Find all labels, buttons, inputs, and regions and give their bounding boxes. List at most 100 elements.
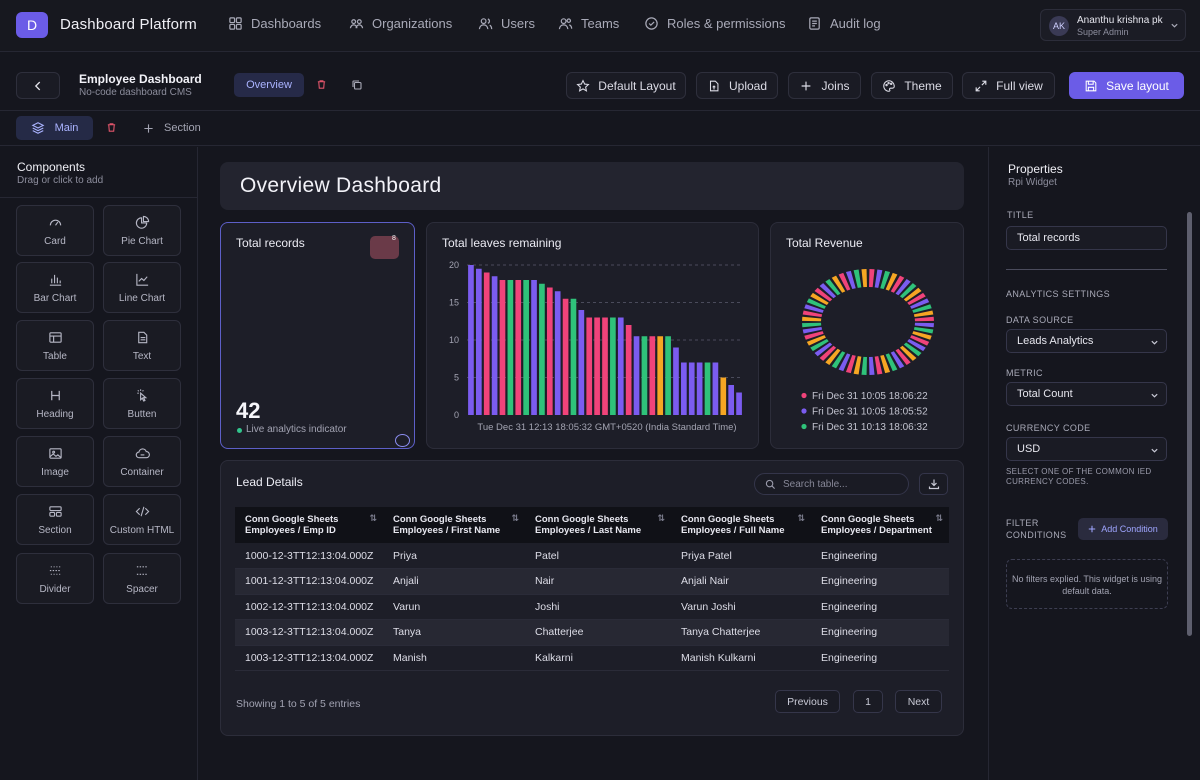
donut-slice[interactable]: [880, 270, 891, 290]
bar[interactable]: [704, 362, 711, 416]
nav-roles-permissions[interactable]: Roles & permissions: [644, 16, 786, 31]
section-tab-main[interactable]: Main: [16, 116, 93, 140]
component-bar-chart[interactable]: Bar Chart: [16, 262, 94, 313]
donut-slice[interactable]: [831, 275, 846, 293]
bar[interactable]: [625, 325, 632, 415]
donut-slice[interactable]: [890, 275, 905, 293]
nav-audit-log[interactable]: Audit log: [807, 16, 881, 31]
bar[interactable]: [515, 280, 522, 415]
bar[interactable]: [578, 310, 585, 415]
bar[interactable]: [657, 336, 664, 415]
table-row[interactable]: 1003-12-3TT12:13:04.000Z Tanya Chatterje…: [235, 619, 949, 646]
column-header[interactable]: ⇅ Conn Google Sheets Employees / Departmen…: [811, 507, 949, 543]
donut-slice[interactable]: [907, 292, 926, 306]
bar[interactable]: [523, 280, 529, 415]
component-button[interactable]: Butten: [103, 378, 181, 429]
bar[interactable]: [507, 280, 514, 415]
component-section[interactable]: Section: [16, 494, 94, 545]
donut-slice[interactable]: [802, 316, 822, 322]
nav-teams[interactable]: Teams: [558, 16, 619, 31]
donut-slice[interactable]: [914, 322, 934, 328]
nav-dashboards[interactable]: Dashboards: [228, 16, 321, 31]
default-layout-button[interactable]: Default Layout: [566, 72, 686, 99]
bar[interactable]: [633, 336, 640, 415]
back-button[interactable]: [16, 72, 60, 99]
bar[interactable]: [610, 317, 616, 416]
bar[interactable]: [531, 280, 537, 415]
donut-slice[interactable]: [831, 351, 846, 369]
donut-slice[interactable]: [802, 310, 823, 318]
donut-slice[interactable]: [890, 351, 905, 369]
data-source-select[interactable]: Leads Analytics: [1006, 329, 1167, 353]
bar[interactable]: [594, 317, 600, 416]
sort-icon[interactable]: ⇅: [369, 513, 377, 523]
component-heading[interactable]: Heading: [16, 378, 94, 429]
table-row[interactable]: 1001-12-3TT12:13:04.000Z Anjali Nair Anj…: [235, 568, 949, 595]
column-header[interactable]: ⇅ Conn Google Sheets Employees / Emp ID: [235, 507, 383, 543]
page-number-button[interactable]: 1: [853, 690, 883, 713]
bar[interactable]: [602, 317, 608, 416]
sort-icon[interactable]: ⇅: [797, 513, 805, 523]
table-row[interactable]: 1003-12-3TT12:13:04.000Z Manish Kalkarni…: [235, 645, 949, 671]
donut-slice[interactable]: [804, 304, 824, 313]
donut-slice[interactable]: [814, 342, 833, 357]
donut-slice[interactable]: [814, 287, 833, 302]
bar[interactable]: [468, 265, 474, 415]
upload-button[interactable]: Upload: [696, 72, 778, 99]
component-image[interactable]: Image: [16, 436, 94, 487]
bar[interactable]: [665, 336, 671, 415]
donut-slice[interactable]: [861, 269, 867, 288]
full-view-button[interactable]: Full view: [962, 72, 1055, 99]
donut-slice[interactable]: [802, 322, 822, 328]
component-card[interactable]: Card: [16, 205, 94, 256]
donut-slice[interactable]: [912, 331, 932, 340]
table-search[interactable]: [754, 473, 909, 495]
theme-button[interactable]: Theme: [871, 72, 953, 99]
previous-page-button[interactable]: Previous: [775, 690, 840, 713]
download-button[interactable]: [919, 473, 948, 495]
donut-slice[interactable]: [804, 331, 824, 340]
add-section-button[interactable]: Section: [143, 122, 201, 134]
next-page-button[interactable]: Next: [895, 690, 942, 713]
table-row[interactable]: 1002-12-3TT12:13:04.000Z Varun Joshi Var…: [235, 594, 949, 620]
donut-slice[interactable]: [910, 298, 930, 309]
donut-slice[interactable]: [810, 292, 829, 306]
bar[interactable]: [673, 347, 679, 416]
donut-slice[interactable]: [819, 345, 837, 361]
donut-slice[interactable]: [869, 269, 875, 288]
table-row[interactable]: 1000-12-3TT12:13:04.000Z Priya Patel Pri…: [235, 543, 949, 569]
canvas-title-block[interactable]: Overview Dashboard: [220, 162, 964, 210]
component-pie-chart[interactable]: Pie Chart: [103, 205, 181, 256]
donut-slice[interactable]: [869, 356, 875, 375]
donut-slice[interactable]: [874, 269, 883, 288]
nav-organizations[interactable]: Organizations: [349, 16, 452, 31]
donut-slice[interactable]: [903, 342, 922, 357]
bar[interactable]: [617, 317, 624, 416]
column-header[interactable]: ⇅ Conn Google Sheets Employees / Last Name: [525, 507, 671, 543]
donut-slice[interactable]: [895, 279, 911, 296]
currency-code-select[interactable]: USD: [1006, 437, 1167, 461]
bar[interactable]: [688, 362, 695, 416]
bar[interactable]: [720, 377, 727, 416]
bar[interactable]: [499, 280, 506, 415]
column-header[interactable]: ⇅ Conn Google Sheets Employees / Full Name: [671, 507, 811, 543]
bar[interactable]: [696, 362, 703, 416]
bar[interactable]: [649, 336, 656, 415]
donut-slice[interactable]: [825, 348, 841, 365]
donut-slice[interactable]: [907, 338, 926, 352]
user-menu[interactable]: AK Ananthu krishna pk Super Admin: [1040, 9, 1186, 41]
bar[interactable]: [728, 385, 735, 415]
donut-slice[interactable]: [913, 310, 934, 318]
bar[interactable]: [554, 291, 561, 415]
nav-users[interactable]: Users: [478, 16, 535, 31]
component-text[interactable]: Text: [103, 320, 181, 371]
bar[interactable]: [562, 298, 569, 415]
bar[interactable]: [586, 317, 593, 416]
donut-slice[interactable]: [806, 335, 826, 346]
sort-icon[interactable]: ⇅: [935, 513, 943, 523]
bar[interactable]: [539, 283, 545, 415]
donut-slice[interactable]: [853, 269, 862, 288]
scrollbar[interactable]: [1187, 212, 1192, 636]
pie-chart-widget[interactable]: Total Revenue Fri Dec 31 10:05 18:06:22 F…: [770, 222, 964, 449]
donut-slice[interactable]: [914, 316, 934, 322]
